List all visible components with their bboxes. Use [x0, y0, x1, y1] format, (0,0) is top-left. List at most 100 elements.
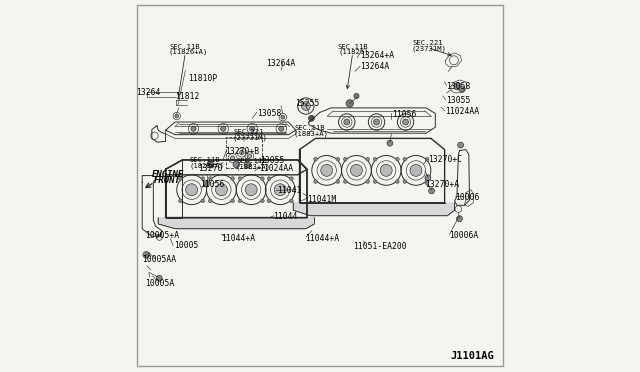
Circle shape	[373, 157, 377, 161]
Circle shape	[204, 180, 209, 186]
Circle shape	[250, 126, 255, 131]
Circle shape	[191, 126, 196, 131]
Text: 11044+A: 11044+A	[305, 234, 339, 243]
Circle shape	[425, 180, 429, 183]
Polygon shape	[158, 218, 314, 229]
Circle shape	[221, 126, 226, 131]
Text: 11044: 11044	[273, 212, 298, 221]
Text: 11810P: 11810P	[188, 74, 217, 83]
Text: (23731M): (23731M)	[411, 45, 446, 52]
Text: 10006A: 10006A	[449, 231, 479, 240]
Text: 11056: 11056	[392, 110, 417, 119]
Text: SEC.11B: SEC.11B	[170, 44, 200, 49]
Circle shape	[216, 184, 227, 196]
Text: SEC.11B: SEC.11B	[190, 157, 220, 163]
Text: 10005: 10005	[174, 241, 198, 250]
Circle shape	[207, 161, 214, 168]
Circle shape	[209, 177, 212, 180]
Text: 11041: 11041	[277, 186, 301, 195]
Text: 13270+B: 13270+B	[225, 147, 259, 156]
Circle shape	[374, 119, 380, 125]
Circle shape	[344, 157, 347, 161]
Circle shape	[230, 199, 234, 203]
Text: 13270+A: 13270+A	[425, 180, 459, 189]
Circle shape	[238, 177, 242, 180]
Circle shape	[260, 199, 264, 203]
Circle shape	[247, 154, 252, 158]
Circle shape	[281, 115, 285, 119]
Circle shape	[179, 177, 182, 180]
Circle shape	[143, 251, 150, 258]
Circle shape	[387, 140, 393, 146]
Circle shape	[380, 164, 392, 176]
Circle shape	[308, 115, 314, 121]
Circle shape	[260, 177, 264, 180]
Text: 13058: 13058	[257, 109, 281, 118]
Circle shape	[278, 126, 284, 131]
Text: 13055: 13055	[260, 156, 285, 165]
Circle shape	[321, 164, 333, 176]
Text: 13055: 13055	[445, 96, 470, 105]
Circle shape	[267, 177, 271, 180]
Text: 10005AA: 10005AA	[142, 255, 176, 264]
Circle shape	[289, 199, 293, 203]
Circle shape	[314, 157, 317, 161]
Circle shape	[454, 83, 461, 90]
Circle shape	[267, 199, 271, 203]
Text: J1101AG: J1101AG	[450, 352, 494, 361]
Text: 15255: 15255	[295, 99, 319, 108]
Circle shape	[373, 180, 377, 183]
Text: SEC.11B: SEC.11B	[237, 158, 268, 164]
Polygon shape	[293, 203, 454, 216]
Text: 13264A: 13264A	[360, 62, 389, 71]
Circle shape	[314, 180, 317, 183]
Circle shape	[201, 199, 205, 203]
Text: (11826): (11826)	[339, 49, 369, 55]
Text: FRONT: FRONT	[154, 176, 180, 185]
Circle shape	[396, 180, 399, 183]
Text: (11826+A): (11826+A)	[168, 49, 208, 55]
Circle shape	[239, 150, 244, 155]
Circle shape	[365, 157, 369, 161]
Circle shape	[354, 93, 359, 99]
Text: 13264A: 13264A	[266, 60, 295, 68]
Text: 11056: 11056	[200, 180, 225, 189]
Text: 13270+C: 13270+C	[428, 155, 462, 164]
Text: SEC.11B: SEC.11B	[294, 125, 325, 131]
Text: 13270: 13270	[198, 164, 222, 173]
Text: ENGINE: ENGINE	[152, 170, 184, 179]
Circle shape	[289, 177, 293, 180]
Circle shape	[351, 164, 362, 176]
Circle shape	[244, 161, 251, 168]
Text: 11044+A: 11044+A	[221, 234, 255, 243]
Text: 13058: 13058	[445, 82, 470, 91]
Circle shape	[396, 157, 399, 161]
Text: (1883+A): (1883+A)	[236, 163, 271, 170]
Text: (1883+A): (1883+A)	[294, 131, 329, 137]
Text: 11041M: 11041M	[307, 195, 336, 203]
Circle shape	[238, 199, 242, 203]
Circle shape	[179, 199, 182, 203]
Circle shape	[275, 184, 286, 196]
Text: (23731M): (23731M)	[232, 134, 268, 141]
Circle shape	[201, 177, 205, 180]
Circle shape	[403, 180, 406, 183]
Text: 11024AA: 11024AA	[259, 164, 292, 173]
Text: 13264: 13264	[136, 88, 160, 97]
Circle shape	[156, 275, 163, 281]
Circle shape	[458, 142, 463, 148]
Circle shape	[429, 188, 435, 194]
Circle shape	[346, 100, 353, 107]
Circle shape	[336, 157, 340, 161]
Circle shape	[186, 184, 198, 196]
Text: 10005A: 10005A	[145, 279, 175, 288]
Circle shape	[336, 180, 340, 183]
Text: 10006: 10006	[454, 193, 479, 202]
Text: 10005+A: 10005+A	[145, 231, 179, 240]
Text: (1823+A): (1823+A)	[189, 162, 224, 169]
Text: 11024AA: 11024AA	[445, 107, 479, 116]
Circle shape	[410, 164, 422, 176]
Circle shape	[459, 86, 465, 92]
Text: 11051-EA200: 11051-EA200	[353, 242, 407, 251]
Circle shape	[403, 157, 406, 161]
